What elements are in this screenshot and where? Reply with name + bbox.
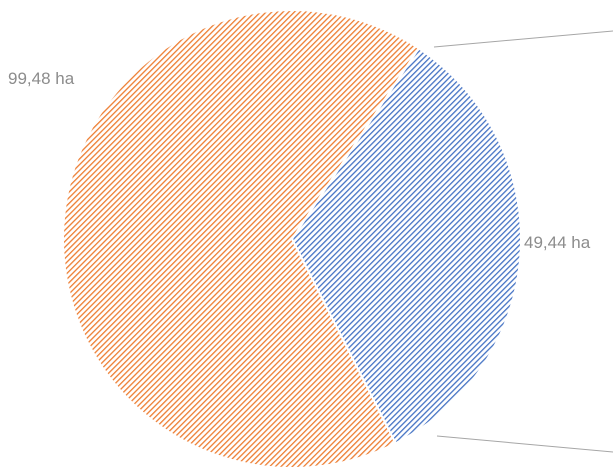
- pie-slice-orange[interactable]: [62, 9, 421, 469]
- data-label-slice-1: 99,48 ha: [8, 69, 75, 88]
- leader-lines: [433, 30, 613, 453]
- data-label-slice-0: 49,44 ha: [524, 233, 591, 252]
- leader-line-top: [433, 30, 613, 48]
- pie-slice-blue[interactable]: [290, 46, 523, 445]
- pie-slices: [62, 9, 523, 469]
- leader-line-bottom: [436, 435, 613, 453]
